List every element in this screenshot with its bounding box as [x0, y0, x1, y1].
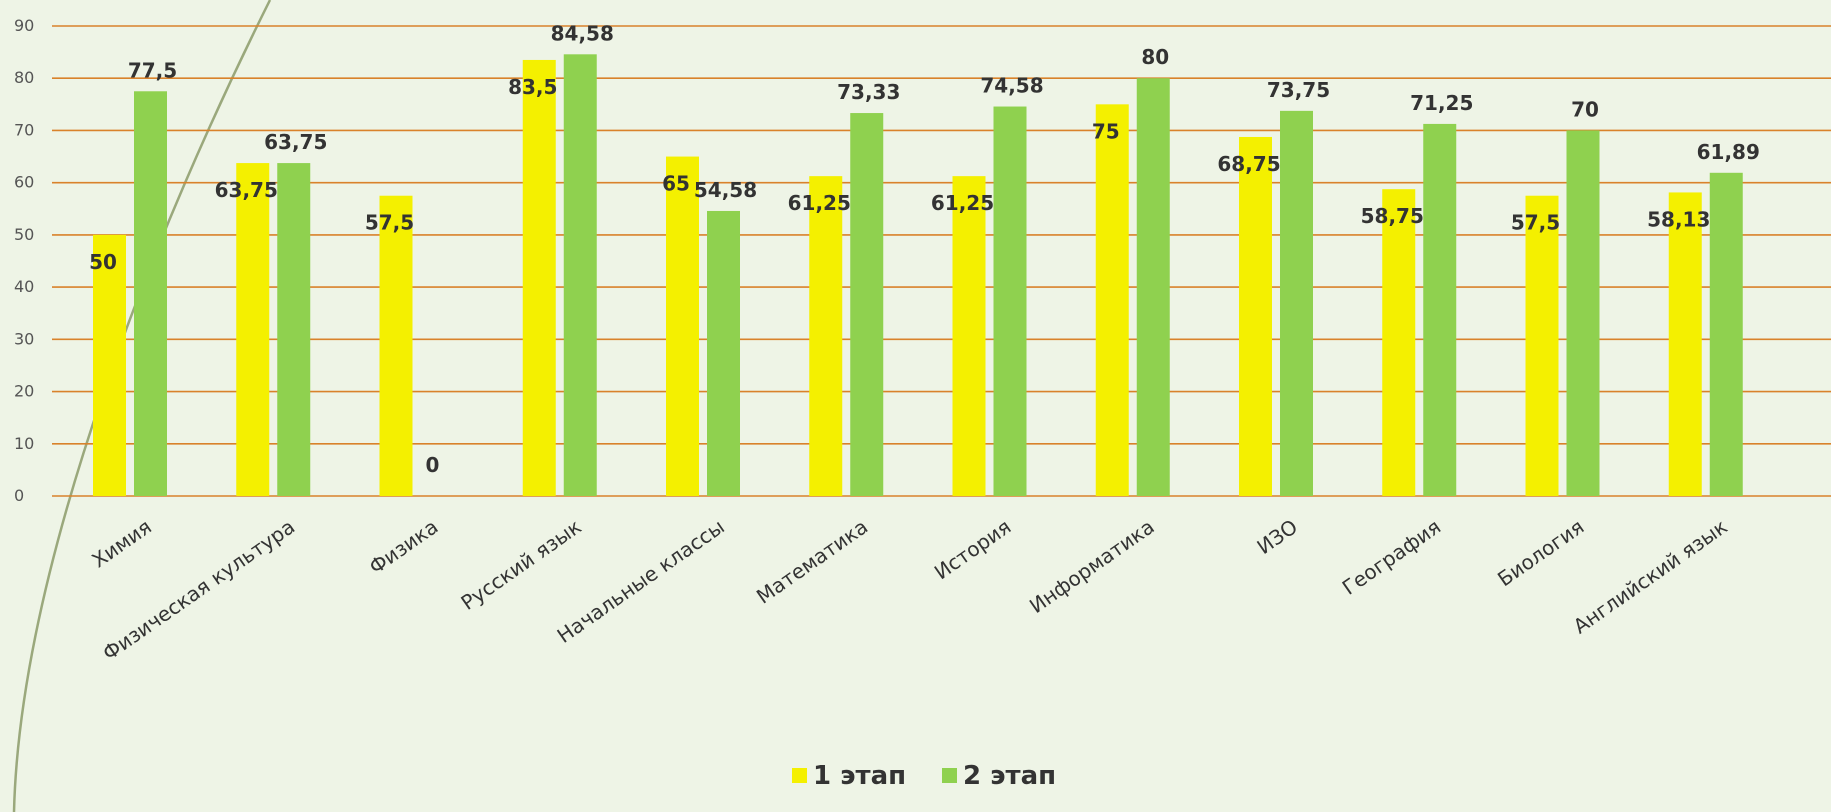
bar-stage-2: [993, 106, 1027, 496]
y-tick-label: 60: [14, 173, 34, 192]
bar-stage-1: [1668, 192, 1702, 496]
legend-swatch: [942, 768, 957, 783]
bar-stage-1: [1382, 189, 1416, 496]
bar-stage-2: [1423, 123, 1457, 497]
bar-stage-1: [1095, 104, 1129, 496]
data-label: 75: [1092, 119, 1120, 143]
bar-stage-1: [1525, 195, 1559, 496]
x-tick-label: Физика: [365, 514, 443, 579]
data-label: 80: [1141, 45, 1169, 69]
data-label: 54,58: [694, 178, 757, 202]
data-label: 58,13: [1647, 207, 1710, 231]
x-tick-label: ИЗО: [1252, 514, 1301, 559]
data-label: 70: [1571, 97, 1599, 121]
data-label: 0: [426, 453, 440, 477]
bar-stage-1: [952, 176, 986, 496]
legend-swatch: [792, 768, 807, 783]
y-tick-label: 70: [14, 120, 34, 139]
bar-stage-1: [93, 234, 126, 496]
x-tick-label: Информатика: [1025, 514, 1159, 618]
y-tick-label: 40: [14, 277, 34, 296]
y-tick-label: 0: [14, 486, 24, 505]
bar-stage-2: [277, 163, 311, 497]
data-label: 84,58: [551, 21, 614, 45]
bar-stage-2: [1709, 172, 1743, 496]
y-tick-label: 80: [14, 68, 34, 87]
data-label: 73,75: [1267, 78, 1330, 102]
x-tick-label: Химия: [87, 514, 156, 572]
bar-stage-2: [563, 54, 597, 496]
data-label: 71,25: [1410, 91, 1473, 115]
y-tick-label: 90: [14, 16, 34, 35]
data-label: 50: [89, 250, 117, 274]
data-label: 61,89: [1697, 140, 1760, 164]
x-tick-label: Русский язык: [456, 514, 585, 614]
bar-stage-1: [522, 59, 556, 496]
bar-stage-2: [1280, 110, 1313, 496]
x-tick-label: География: [1338, 514, 1445, 599]
bar-stage-2: [707, 210, 740, 496]
bar-stage-2: [1566, 130, 1600, 496]
bar-stage-1: [809, 176, 843, 496]
bar-stage-1: [666, 156, 699, 497]
bar-stage-1: [236, 163, 270, 497]
data-label: 68,75: [1217, 152, 1280, 176]
bar-stage-1: [379, 195, 413, 496]
y-tick-label: 10: [14, 434, 34, 453]
data-label: 63,75: [215, 178, 278, 202]
data-label: 73,33: [837, 80, 900, 104]
x-tick-label: Английский язык: [1569, 514, 1732, 638]
legend-label: 2 этап: [963, 761, 1056, 791]
y-tick-label: 50: [14, 225, 34, 244]
x-tick-label: Математика: [752, 514, 872, 608]
bar-stage-2: [850, 113, 884, 496]
y-tick-label: 20: [14, 382, 34, 401]
data-label: 61,25: [788, 191, 851, 215]
data-label: 65: [662, 172, 690, 196]
x-tick-label: История: [930, 514, 1016, 584]
data-label: 61,25: [931, 191, 994, 215]
data-label: 83,5: [508, 75, 557, 99]
bar-stage-1: [1239, 136, 1272, 496]
data-label: 63,75: [264, 130, 327, 154]
bar-stage-2: [134, 91, 167, 497]
data-label: 77,5: [128, 58, 177, 82]
y-tick-label: 30: [14, 329, 34, 348]
bar-stage-2: [1136, 78, 1170, 496]
data-label: 58,75: [1361, 204, 1424, 228]
legend-label: 1 этап: [813, 761, 906, 791]
data-label: 74,58: [980, 74, 1043, 98]
data-label: 57,5: [365, 211, 414, 235]
x-tick-label: Биология: [1493, 514, 1588, 591]
data-label: 57,5: [1511, 211, 1560, 235]
